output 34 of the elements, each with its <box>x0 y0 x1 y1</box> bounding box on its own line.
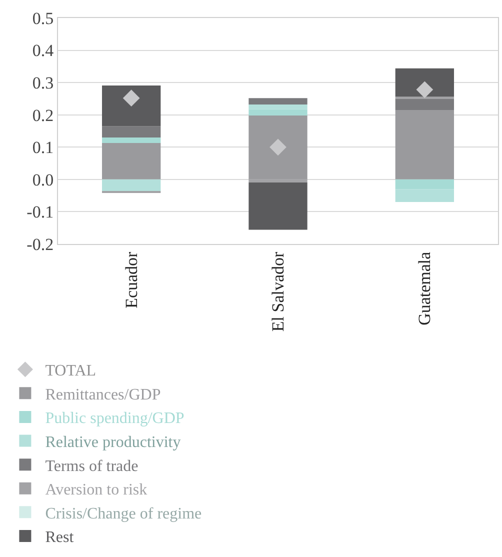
y-tick-label: 0.1 <box>32 138 54 158</box>
bar <box>395 189 454 202</box>
bar <box>248 182 308 230</box>
bar <box>102 142 161 180</box>
legend-label: Relative productivity <box>45 434 181 452</box>
bar <box>102 137 161 143</box>
y-tick-label: 0.5 <box>32 8 54 28</box>
x-tick-label: El Salvador <box>268 251 288 332</box>
bar <box>248 104 308 110</box>
bar <box>248 116 308 180</box>
bar <box>248 109 308 116</box>
legend-label: TOTAL <box>45 362 96 380</box>
bar <box>102 179 161 192</box>
y-tick-label: -0.2 <box>26 234 54 254</box>
legend-label: Terms of trade <box>45 458 138 475</box>
legend-label: Remittances/GDP <box>45 386 161 404</box>
y-tick-label: 0.4 <box>32 41 54 60</box>
bar <box>102 85 161 126</box>
bar <box>395 98 454 110</box>
x-tick-label: Guatemala <box>415 251 434 326</box>
bar <box>102 126 161 138</box>
bar <box>248 98 308 105</box>
bar <box>395 179 454 190</box>
x-tick-label: Ecuador <box>122 251 141 308</box>
legend-label: Public spending/GDP <box>45 410 184 428</box>
bar <box>395 68 454 97</box>
bar <box>395 110 454 180</box>
y-tick-label: -0.1 <box>26 202 54 222</box>
y-tick-label: 0.3 <box>32 74 54 93</box>
y-tick-label: 0.2 <box>32 106 54 125</box>
y-tick-label: 0.0 <box>32 170 54 190</box>
legend-label: Rest <box>45 529 74 546</box>
legend-label: Crisis/Change of regime <box>45 505 202 522</box>
legend-label: Aversion to risk <box>45 482 148 499</box>
